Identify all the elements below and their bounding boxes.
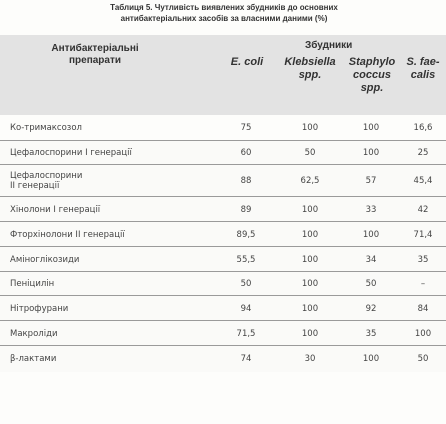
row-drug-name: Цефалоспорини І генерації <box>10 148 132 158</box>
table-row: Цефалоспорини І генерації 60 50 100 25 <box>0 140 446 165</box>
header-col-ecoli: E. coli <box>222 56 272 69</box>
header-col-sfaecalis-line-2: calis <box>410 69 436 81</box>
row-value-ecoli: 89,5 <box>236 229 256 240</box>
header-col-staph-line-1: Staphylo <box>348 56 396 68</box>
table-row: Нітрофурани 94 100 92 84 <box>0 295 446 321</box>
table-row: Цефалоспорини ІІ генерації 88 62,5 57 45… <box>0 164 446 197</box>
header-col-sfaecalis: S. fae- calis <box>400 56 446 82</box>
row-value-sfaecalis: 16,6 <box>413 122 433 133</box>
row-value-staphylococcus: 35 <box>365 328 377 339</box>
row-value-staphylococcus: 34 <box>365 254 377 265</box>
header-col-klebsiella: Klebsiella spp. <box>278 56 342 82</box>
row-value-sfaecalis: 45,4 <box>413 176 433 186</box>
row-drug-name: Цефалоспорини ІІ генерації <box>10 165 200 197</box>
header-group-label: Збудники <box>305 40 353 51</box>
row-drug-name: Пеніцилін <box>10 279 55 289</box>
row-drug-name: Аміноглікозиди <box>10 254 80 265</box>
header-col-klebsiella-line-1: Klebsiella <box>284 56 336 68</box>
table-row: Хінолони І генерації 89 100 33 42 <box>0 196 446 222</box>
header-drug-label: Антибактеріальні препарати <box>25 43 165 67</box>
row-value-klebsiella: 100 <box>301 279 319 289</box>
row-value-ecoli: 88 <box>240 176 252 186</box>
row-value-staphylococcus: 100 <box>362 148 380 158</box>
row-value-klebsiella: 30 <box>304 354 316 364</box>
row-drug-name: Ко-тримаксозол <box>10 122 82 133</box>
row-drug-name: Нітрофурани <box>10 303 69 314</box>
row-value-klebsiella: 100 <box>301 328 319 339</box>
header-drug-label-line-2: препарати <box>68 55 122 66</box>
row-drug-name-line-2: ІІ генерації <box>10 181 60 191</box>
table-header: Антибактеріальні препарати Збудники E. c… <box>0 35 446 115</box>
row-value-klebsiella: 100 <box>301 303 319 314</box>
row-value-sfaecalis: 50 <box>417 354 429 364</box>
row-drug-name: β-лактами <box>10 354 57 364</box>
row-value-klebsiella: 100 <box>301 122 319 133</box>
row-value-klebsiella: 62,5 <box>300 176 320 186</box>
row-value-ecoli: 71,5 <box>236 328 256 339</box>
table-row: Аміноглікозиди 55,5 100 34 35 <box>0 246 446 272</box>
row-value-klebsiella: 100 <box>301 229 319 240</box>
header-drug-label-line-1: Антибактеріальні <box>51 43 139 54</box>
header-col-klebsiella-line-2: spp. <box>298 69 322 81</box>
row-value-staphylococcus: 33 <box>365 204 377 215</box>
row-drug-name: Хінолони І генерації <box>10 204 101 215</box>
row-value-ecoli: 94 <box>240 303 252 314</box>
row-value-staphylococcus: 50 <box>365 279 377 289</box>
table-row: Пеніцилін 50 100 50 – <box>0 271 446 296</box>
table-row: Макроліди 71,5 100 35 100 <box>0 320 446 346</box>
row-drug-name-line-1: Цефалоспорини <box>10 171 83 181</box>
caption-line-1: Таблиця 5. Чутливість виявлених збудникі… <box>110 3 338 12</box>
row-value-sfaecalis: 71,4 <box>413 229 433 240</box>
table-row: Ко-тримаксозол 75 100 100 16,6 <box>0 115 446 140</box>
header-col-ecoli-line-1: E. coli <box>230 56 264 68</box>
row-value-staphylococcus: 92 <box>365 303 377 314</box>
row-value-ecoli: 50 <box>240 279 252 289</box>
row-value-ecoli: 89 <box>240 204 252 215</box>
row-drug-name: Макроліди <box>10 328 58 339</box>
row-value-staphylococcus: 100 <box>362 122 380 133</box>
header-col-staph-line-3: spp. <box>360 82 384 94</box>
row-value-ecoli: 75 <box>240 122 252 133</box>
row-value-sfaecalis: 100 <box>414 328 432 339</box>
row-value-staphylococcus: 100 <box>362 354 380 364</box>
row-value-sfaecalis: – <box>420 279 426 289</box>
row-value-sfaecalis: 84 <box>417 303 429 314</box>
table-caption: Таблиця 5. Чутливість виявлених збудникі… <box>8 2 440 24</box>
row-value-staphylococcus: 57 <box>365 176 377 186</box>
row-value-sfaecalis: 25 <box>417 148 429 158</box>
row-value-ecoli: 55,5 <box>236 254 256 265</box>
row-value-sfaecalis: 35 <box>417 254 429 265</box>
caption-line-2: антибактеріальних засобів за власними да… <box>120 14 328 23</box>
row-value-klebsiella: 50 <box>304 148 316 158</box>
header-col-staphylococcus: Staphylo coccus spp. <box>343 56 401 95</box>
table-row: β-лактами 74 30 100 50 <box>0 345 446 372</box>
row-value-ecoli: 74 <box>240 354 252 364</box>
row-value-ecoli: 60 <box>240 148 252 158</box>
row-value-klebsiella: 100 <box>301 204 319 215</box>
header-col-staph-line-2: coccus <box>353 69 391 81</box>
row-drug-name: Фторхінолони ІІ генерації <box>10 229 125 240</box>
row-value-staphylococcus: 100 <box>362 229 380 240</box>
table-row: Фторхінолони ІІ генерації 89,5 100 100 7… <box>0 221 446 247</box>
row-value-sfaecalis: 42 <box>417 204 429 215</box>
row-value-klebsiella: 100 <box>301 254 319 265</box>
header-col-sfaecalis-line-1: S. fae- <box>406 56 440 68</box>
